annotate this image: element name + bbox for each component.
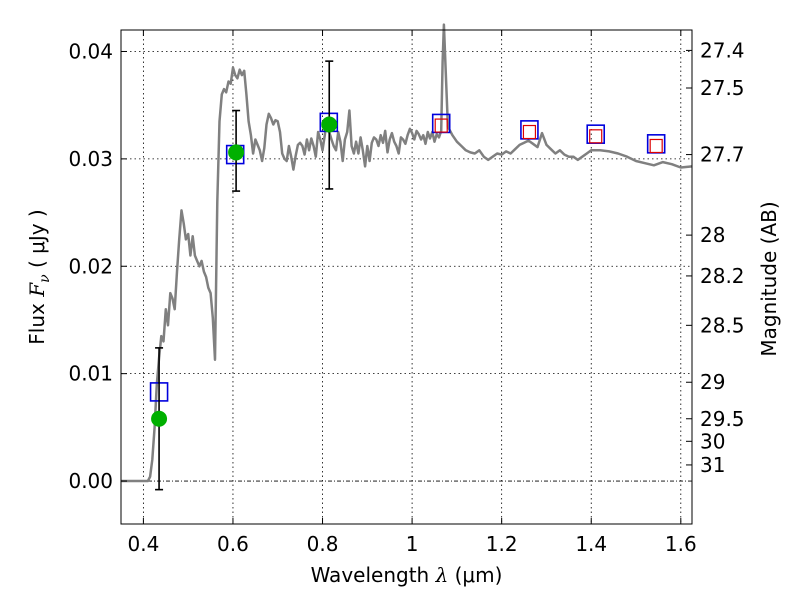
x-tick-label: 1.2	[486, 532, 518, 556]
x-tick-label: 0.6	[217, 532, 249, 556]
mag-tick-label: 29.5	[700, 407, 745, 431]
mag-tick-label: 28	[700, 223, 725, 247]
mag-tick-label: 27.5	[700, 76, 745, 100]
mag-tick-label: 29	[700, 370, 725, 394]
red-flux-box	[589, 129, 603, 144]
mag-tick-label: 27.4	[700, 38, 745, 62]
mag-tick-label: 31	[700, 453, 725, 477]
x-axis-label: Wavelength λ (μm)	[311, 563, 503, 587]
mag-tick-label: 28.2	[700, 264, 745, 288]
frame-layer	[120, 29, 693, 525]
y-tick-label: 0.03	[68, 147, 113, 171]
y-axis-label-subscript: ν	[37, 274, 53, 283]
plot-frame	[120, 29, 693, 525]
x-axis-label-unit: (μm)	[455, 563, 503, 587]
y-tick-label: 0.04	[68, 39, 113, 63]
x-tick-label: 1	[406, 532, 419, 556]
observed-point	[151, 410, 168, 427]
y-tick-label: 0.00	[68, 469, 113, 493]
observed-point	[321, 116, 338, 133]
y-axis-label-prefix: Flux	[25, 297, 49, 345]
y-tick-label: 0.01	[68, 362, 113, 386]
y-axis-label-symbol: F	[25, 282, 49, 298]
mag-tick-label: 30	[700, 429, 725, 453]
y-axis-label-unit: ( μJy )	[25, 209, 49, 274]
x-axis-label-prefix: Wavelength	[311, 563, 436, 587]
mag-tick-label: 28.5	[700, 313, 745, 337]
x-tick-label: 0.4	[127, 532, 159, 556]
y-tick-label: 0.02	[68, 254, 113, 278]
right-axis-label: Magnitude (AB)	[757, 201, 781, 356]
label-layer: 0.4 0.6 0.8 1 1.2 1.4 1.6 0.00 0.01 0.02 0.03 0.04 2…	[25, 38, 781, 587]
x-tick-label: 1.4	[575, 532, 607, 556]
y-axis-label: Flux Fν ( μJy )	[25, 209, 53, 344]
x-tick-label: 1.6	[665, 532, 697, 556]
red-flux-box	[649, 138, 663, 154]
red-flux-box	[434, 118, 448, 133]
x-axis-label-symbol: λ	[435, 563, 455, 587]
model-spectrum-line	[121, 23, 693, 483]
series-layer	[121, 23, 693, 491]
observed-point	[228, 144, 245, 161]
mag-tick-label: 27.7	[700, 143, 745, 167]
x-tick-label: 0.8	[307, 532, 339, 556]
red-flux-box	[522, 124, 537, 140]
